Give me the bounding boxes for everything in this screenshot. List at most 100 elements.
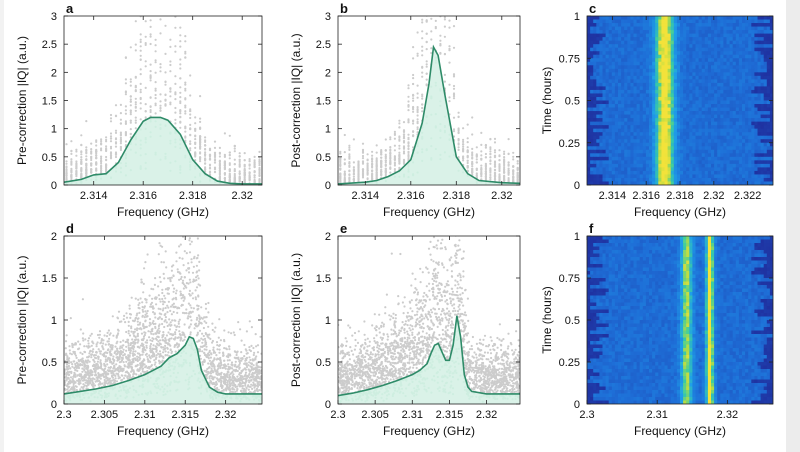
heatmap-cell (652, 125, 656, 130)
heatmap-cell (611, 125, 616, 130)
heatmap-cell (707, 61, 712, 66)
heatmap-cell (692, 125, 696, 130)
heatmap-cell (686, 65, 690, 70)
heatmap-cell (670, 37, 675, 42)
heatmap-cell (645, 153, 650, 158)
scatter-point (179, 126, 182, 129)
heatmap-cell (701, 121, 706, 126)
heatmap-cell (621, 79, 625, 84)
heatmap-cell (655, 47, 659, 52)
heatmap-cell (618, 125, 622, 130)
scatter-point (194, 128, 197, 131)
heatmap-cell (633, 51, 637, 56)
heatmap-cell (633, 23, 637, 27)
heatmap-cell (714, 132, 718, 137)
scatter-point (85, 155, 88, 158)
heatmap-cell (751, 75, 755, 80)
scatter-point (213, 171, 217, 174)
heatmap-cell (670, 125, 675, 130)
scatter-point (179, 45, 182, 48)
heatmap-cell (763, 61, 768, 66)
heatmap-cell (742, 100, 746, 105)
heatmap-cell (621, 118, 625, 123)
heatmap-cell (707, 96, 712, 101)
scatter-point (184, 35, 187, 38)
heatmap-cell (630, 51, 634, 56)
heatmap-cell (717, 135, 721, 140)
scatter-point (416, 108, 419, 111)
heatmap-cell (655, 54, 659, 59)
heatmap-cell (596, 51, 600, 56)
heatmap-cell (618, 16, 622, 20)
scatter-point (503, 170, 506, 173)
scatter-point (489, 173, 492, 177)
heatmap-cell (686, 156, 690, 161)
heatmap-cell (664, 93, 668, 98)
heatmap-cell (711, 33, 715, 38)
heatmap-cell (599, 86, 603, 91)
heatmap-cell (763, 72, 768, 77)
heatmap-cell (698, 33, 703, 38)
heatmap-cell (704, 37, 709, 42)
heatmap-cell (689, 54, 693, 59)
heatmap-cell (627, 58, 631, 63)
heatmap-cell (636, 153, 641, 158)
scatter-point (149, 35, 152, 38)
scatter-point (199, 145, 202, 148)
scatter-point (402, 140, 406, 143)
heatmap-cell (754, 44, 758, 49)
heatmap-cell (618, 128, 622, 133)
heatmap-cell (618, 23, 622, 27)
heatmap-cell (769, 156, 773, 161)
scatter-point (105, 159, 108, 162)
scatter-point (498, 175, 501, 178)
heatmap-cell (701, 23, 706, 27)
heatmap-cell (627, 44, 631, 49)
heatmap-cell (649, 170, 653, 175)
heatmap-cell (748, 54, 752, 59)
heatmap-cell (751, 125, 755, 130)
scatter-point (149, 33, 152, 36)
heatmap-cell (621, 54, 625, 59)
scatter-point (421, 54, 424, 57)
heatmap-cell (695, 107, 699, 112)
scatter-point (425, 48, 428, 51)
heatmap-cell (735, 100, 740, 105)
heatmap-cell (742, 146, 746, 151)
heatmap-cell (602, 170, 606, 175)
heatmap-cell (723, 125, 727, 130)
heatmap-cell (664, 75, 668, 80)
scatter-point (393, 170, 396, 173)
heatmap-cell (704, 163, 709, 168)
heatmap-cell (689, 96, 693, 101)
heatmap-cell (673, 156, 678, 161)
heatmap-cell (670, 121, 675, 126)
heatmap-cell (763, 75, 768, 80)
heatmap-cell (729, 163, 734, 168)
heatmap-cell (689, 167, 693, 172)
heatmap-cell (608, 61, 613, 66)
heatmap-cell (611, 33, 616, 38)
scatter-point (489, 156, 492, 159)
heatmap-cell (655, 100, 659, 105)
heatmap-cell (587, 72, 591, 77)
heatmap-cell (748, 72, 752, 77)
heatmap-cell (605, 132, 610, 137)
heatmap-cell (649, 26, 653, 31)
heatmap-cell (680, 153, 684, 158)
heatmap-cell (745, 89, 749, 94)
heatmap-cell (596, 23, 600, 27)
scatter-point (402, 133, 406, 136)
heatmap-cell (704, 58, 709, 63)
heatmap-cell (714, 65, 718, 70)
heatmap-cell (686, 37, 690, 42)
heatmap-cell (726, 104, 730, 108)
scatter-point (466, 149, 469, 152)
heatmap-cell (732, 79, 737, 84)
heatmap-cell (587, 54, 591, 59)
scatter-point (119, 112, 122, 115)
heatmap-cell (760, 163, 765, 168)
heatmap-cell (599, 54, 603, 59)
heatmap-cell (618, 58, 622, 63)
heatmap-cell (726, 125, 730, 130)
